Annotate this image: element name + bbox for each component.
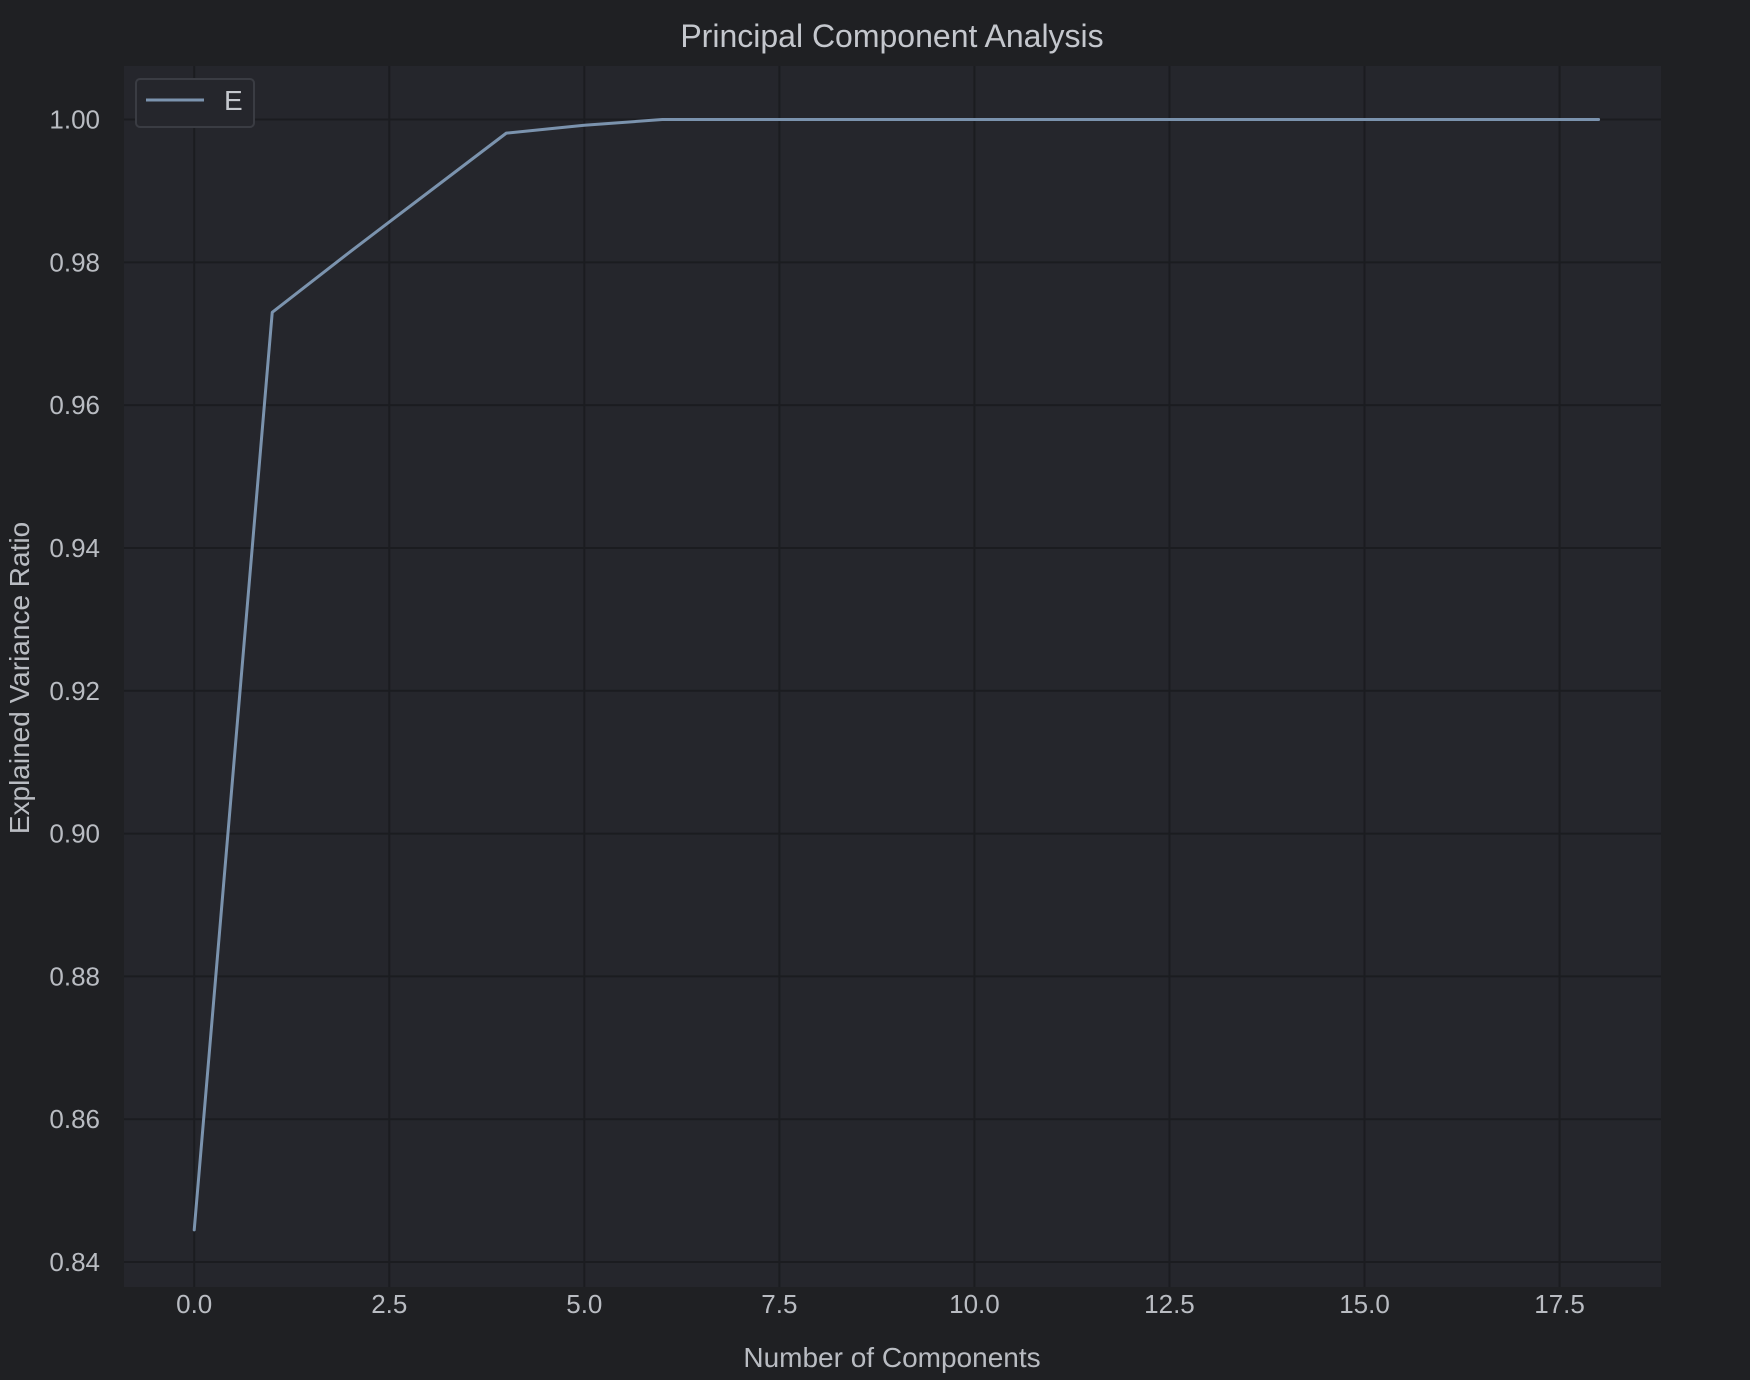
y-tick-label: 0.90 xyxy=(49,819,100,849)
chart-title: Principal Component Analysis xyxy=(680,18,1103,54)
y-tick-label: 1.00 xyxy=(49,105,100,135)
x-axis-ticks: 0.0 2.5 5.0 7.5 10.0 12.5 15.0 17.5 xyxy=(176,1289,1585,1319)
x-tick-label: 10.0 xyxy=(949,1289,1000,1319)
x-tick-label: 7.5 xyxy=(761,1289,797,1319)
y-tick-label: 0.98 xyxy=(49,247,100,277)
x-tick-label: 5.0 xyxy=(566,1289,602,1319)
y-tick-label: 0.86 xyxy=(49,1104,100,1134)
x-axis-label: Number of Components xyxy=(743,1342,1040,1373)
x-tick-label: 12.5 xyxy=(1144,1289,1195,1319)
legend: E xyxy=(135,78,255,128)
x-tick-label: 17.5 xyxy=(1534,1289,1585,1319)
y-axis-label: Explained Variance Ratio xyxy=(4,522,35,834)
legend-frame xyxy=(135,78,255,128)
y-tick-label: 0.84 xyxy=(49,1247,100,1277)
x-tick-label: 15.0 xyxy=(1339,1289,1390,1319)
x-tick-label: 0.0 xyxy=(176,1289,212,1319)
y-tick-label: 0.96 xyxy=(49,390,100,420)
y-tick-label: 0.92 xyxy=(49,676,100,706)
legend-entry-label: E xyxy=(224,85,243,116)
series-line-e xyxy=(192,118,1601,1232)
series-layer xyxy=(192,118,1601,1232)
plot-area xyxy=(124,66,1661,1287)
y-tick-label: 0.94 xyxy=(49,533,100,563)
y-tick-label: 0.88 xyxy=(49,961,100,991)
y-axis-ticks: 0.84 0.86 0.88 0.90 0.92 0.94 0.96 0.98 1.00 xyxy=(49,105,100,1277)
x-tick-label: 2.5 xyxy=(371,1289,407,1319)
